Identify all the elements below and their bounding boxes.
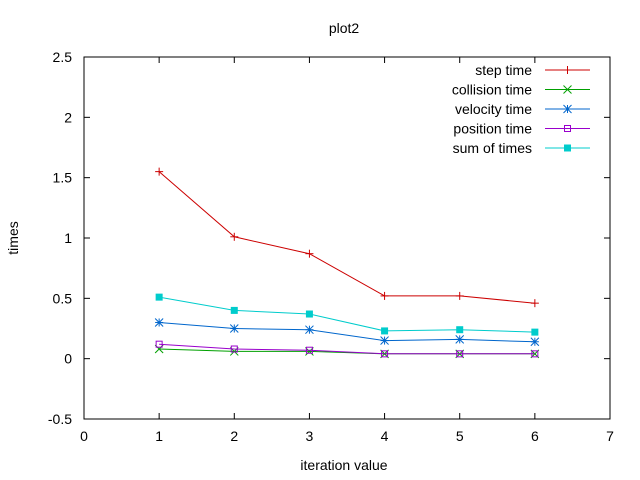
data-point — [564, 125, 571, 132]
y-tick-label: 0 — [64, 351, 72, 367]
x-tick-label: 4 — [381, 428, 389, 444]
series-velocity-time — [154, 318, 540, 347]
data-point — [381, 350, 389, 358]
y-tick-label: 1.5 — [53, 170, 73, 186]
legend-item: step time — [475, 62, 590, 78]
data-point — [230, 345, 238, 353]
data-point — [530, 337, 540, 347]
series-line — [159, 348, 535, 355]
data-point — [563, 66, 572, 74]
data-point — [531, 350, 539, 358]
data-point — [155, 340, 163, 348]
data-point — [455, 291, 464, 300]
series-layer — [154, 167, 540, 359]
data-point — [380, 336, 389, 345]
data-point — [230, 306, 238, 314]
x-axis-label: iteration value — [300, 457, 387, 473]
series-line — [159, 322, 535, 343]
data-point — [305, 310, 313, 318]
data-point — [564, 144, 571, 152]
x-tick-label: 7 — [606, 428, 614, 444]
data-point — [230, 232, 239, 241]
data-point — [456, 326, 464, 334]
series-sum-of-times — [155, 293, 539, 336]
data-point — [380, 291, 389, 300]
legend-item: position time — [453, 121, 590, 137]
y-tick-label: 2.5 — [53, 49, 73, 65]
legend-label: step time — [475, 62, 532, 78]
series-step-time — [155, 167, 539, 308]
legend-label: sum of times — [453, 140, 532, 156]
legend-item: sum of times — [453, 140, 590, 156]
series-line — [159, 343, 535, 355]
x-tick-label: 3 — [306, 428, 314, 444]
legend-label: position time — [453, 121, 532, 137]
chart-title: plot2 — [329, 20, 360, 36]
x-tick-label: 5 — [456, 428, 464, 444]
legend-item: velocity time — [455, 101, 590, 117]
x-tick-label: 2 — [230, 428, 238, 444]
data-point — [305, 346, 313, 354]
legend-item: collision time — [452, 82, 590, 98]
data-point — [305, 325, 314, 335]
legend-label: velocity time — [455, 101, 532, 117]
data-point — [305, 249, 314, 258]
data-point — [530, 299, 539, 308]
data-point — [563, 104, 572, 114]
x-tick-label: 0 — [80, 428, 88, 444]
legend: step time collision time velocity time posi… — [452, 62, 590, 156]
y-tick-label: -0.5 — [48, 411, 72, 427]
y-tick-label: 0.5 — [53, 290, 73, 306]
series-collision-time — [154, 344, 540, 359]
data-point — [455, 335, 465, 344]
y-axis-label: times — [5, 221, 21, 254]
y-tick-label: 2 — [64, 109, 72, 125]
x-tick-label: 6 — [531, 428, 539, 444]
y-tick-label: 1 — [64, 230, 72, 246]
data-point — [155, 293, 163, 301]
data-point — [531, 328, 539, 336]
data-point — [456, 350, 464, 358]
x-tick-label: 1 — [155, 428, 163, 444]
series-line — [158, 171, 535, 304]
data-point — [229, 324, 239, 333]
series-position-time — [155, 340, 539, 358]
axes: 0 1 2 3 4 5 6 7 -0.5 0 0.5 1 1.5 2 2.5 — [48, 49, 614, 444]
legend-label: collision time — [452, 82, 532, 98]
series-line — [159, 296, 535, 333]
data-point — [154, 318, 164, 327]
data-point — [563, 85, 572, 94]
data-point — [381, 327, 389, 335]
data-point — [155, 167, 164, 176]
